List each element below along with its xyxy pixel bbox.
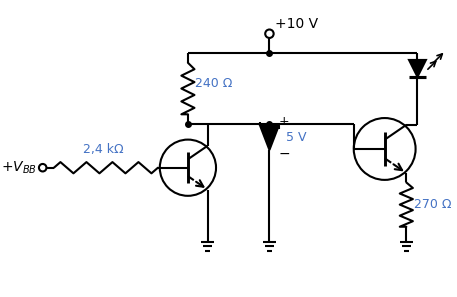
Polygon shape: [409, 60, 426, 77]
Text: −: −: [279, 147, 291, 161]
Text: 5 V: 5 V: [286, 131, 307, 144]
Polygon shape: [260, 126, 279, 150]
Text: +10 V: +10 V: [275, 17, 318, 31]
Text: 240 Ω: 240 Ω: [196, 77, 233, 90]
Text: 270 Ω: 270 Ω: [414, 198, 452, 211]
Text: +: +: [279, 115, 289, 128]
Text: $+V_{BB}$: $+V_{BB}$: [1, 159, 37, 176]
Text: 2,4 kΩ: 2,4 kΩ: [83, 143, 123, 156]
